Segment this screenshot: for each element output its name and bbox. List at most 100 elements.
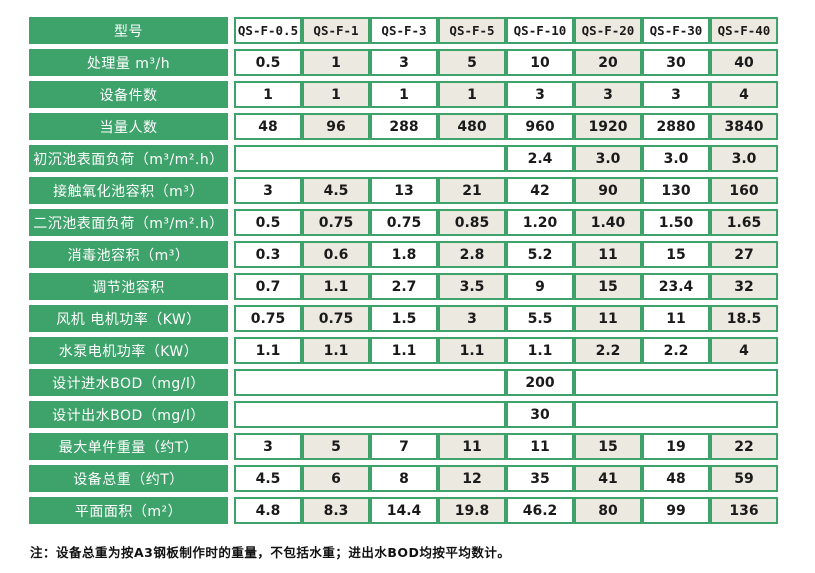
value-cell: 3.5	[438, 273, 506, 300]
table-row: 设计进水BOD（mg/l） 200	[29, 369, 778, 396]
value-cell: 3	[642, 81, 710, 108]
value-cell: 20	[574, 49, 642, 76]
model-header-cell: QS-F-20	[574, 17, 642, 44]
value-cell: 2.8	[438, 241, 506, 268]
value-cell: 19.8	[438, 497, 506, 524]
value-cell: 3	[506, 81, 574, 108]
value-cell: 27	[710, 241, 778, 268]
value-cell: 90	[574, 177, 642, 204]
table-row: 消毒池容积（m³） 0.3 0.6 1.8 2.8 5.2 11 15 27	[29, 241, 778, 268]
value-cell: 480	[438, 113, 506, 140]
value-cell: 130	[642, 177, 710, 204]
value-cell: 1.8	[370, 241, 438, 268]
value-cell: 59	[710, 465, 778, 492]
table-row: 二沉池表面负荷（m³/m².h） 0.5 0.75 0.75 0.85 1.20 1.40 1…	[29, 209, 778, 236]
value-cell: 8	[370, 465, 438, 492]
table-row: 接触氧化池容积（m³） 3 4.5 13 21 42 90 130 160	[29, 177, 778, 204]
value-cell: 288	[370, 113, 438, 140]
row-label-cell: 接触氧化池容积（m³）	[29, 177, 234, 204]
empty-cell	[234, 401, 506, 428]
value-cell: 22	[710, 433, 778, 460]
row-label-cell: 设备件数	[29, 81, 234, 108]
value-cell: 0.75	[302, 209, 370, 236]
model-header-cell: QS-F-10	[506, 17, 574, 44]
value-cell: 15	[642, 241, 710, 268]
value-cell: 5.2	[506, 241, 574, 268]
value-cell: 4	[710, 337, 778, 364]
value-cell: 3	[234, 177, 302, 204]
value-cell: 32	[710, 273, 778, 300]
value-cell: 0.85	[438, 209, 506, 236]
value-cell: 3	[438, 305, 506, 332]
value-cell: 3.0	[710, 145, 778, 172]
value-cell: 18.5	[710, 305, 778, 332]
model-header-cell: QS-F-0.5	[234, 17, 302, 44]
value-cell: 1.40	[574, 209, 642, 236]
row-label-cell: 风机 电机功率（KW）	[29, 305, 234, 332]
value-cell: 4.5	[234, 465, 302, 492]
value-cell: 1.50	[642, 209, 710, 236]
value-cell: 1.1	[506, 337, 574, 364]
value-cell: 12	[438, 465, 506, 492]
value-cell: 1.1	[370, 337, 438, 364]
value-cell: 11	[574, 241, 642, 268]
value-cell: 1	[370, 81, 438, 108]
value-cell: 0.5	[234, 49, 302, 76]
value-cell: 1.1	[302, 337, 370, 364]
value-cell: 0.7	[234, 273, 302, 300]
value-cell: 11	[574, 305, 642, 332]
value-cell: 2880	[642, 113, 710, 140]
value-cell: 4.8	[234, 497, 302, 524]
value-cell: 3.0	[574, 145, 642, 172]
value-cell: 1.1	[302, 273, 370, 300]
value-cell: 0.3	[234, 241, 302, 268]
value-cell: 23.4	[642, 273, 710, 300]
value-cell: 136	[710, 497, 778, 524]
row-label-cell: 调节池容积	[29, 273, 234, 300]
model-header-cell: QS-F-1	[302, 17, 370, 44]
value-cell: 41	[574, 465, 642, 492]
value-cell: 42	[506, 177, 574, 204]
value-cell: 30	[642, 49, 710, 76]
table-row: 调节池容积 0.7 1.1 2.7 3.5 9 15 23.4 32	[29, 273, 778, 300]
table-row: 最大单件重量（约T） 3 5 7 11 11 15 19 22	[29, 433, 778, 460]
value-cell: 48	[234, 113, 302, 140]
spec-table: 型号 QS-F-0.5 QS-F-1 QS-F-3 QS-F-5 QS-F-10 QS-F-…	[29, 12, 778, 529]
table-row: 设备总重（约T） 4.5 6 8 12 35 41 48 59	[29, 465, 778, 492]
value-cell: 3	[574, 81, 642, 108]
value-cell: 1	[302, 81, 370, 108]
row-label-cell: 二沉池表面负荷（m³/m².h）	[29, 209, 234, 236]
value-cell: 11	[506, 433, 574, 460]
model-header-cell: QS-F-40	[710, 17, 778, 44]
value-cell: 2.7	[370, 273, 438, 300]
value-cell: 1	[234, 81, 302, 108]
table-row: 设备件数 1 1 1 1 3 3 3 4	[29, 81, 778, 108]
row-label-cell: 设计出水BOD（mg/l）	[29, 401, 234, 428]
row-label-cell: 消毒池容积（m³）	[29, 241, 234, 268]
header-row: 型号 QS-F-0.5 QS-F-1 QS-F-3 QS-F-5 QS-F-10 QS-F-…	[29, 17, 778, 44]
value-cell: 11	[438, 433, 506, 460]
value-cell: 4.5	[302, 177, 370, 204]
table-row: 水泵电机功率（KW） 1.1 1.1 1.1 1.1 1.1 2.2 2.2 4	[29, 337, 778, 364]
value-cell: 3	[370, 49, 438, 76]
value-cell: 2.2	[574, 337, 642, 364]
value-cell: 1	[302, 49, 370, 76]
value-cell: 3.0	[642, 145, 710, 172]
footnote: 注：设备总重为按A3钢板制作时的重量，不包括水重；进出水BOD均按平均数计。	[30, 545, 511, 560]
value-cell: 3840	[710, 113, 778, 140]
value-cell: 30	[506, 401, 574, 428]
value-cell: 8.3	[302, 497, 370, 524]
empty-cell	[574, 401, 778, 428]
value-cell: 5.5	[506, 305, 574, 332]
table-row: 平面面积（m²） 4.8 8.3 14.4 19.8 46.2 80 99 136	[29, 497, 778, 524]
value-cell: 9	[506, 273, 574, 300]
value-cell: 0.75	[302, 305, 370, 332]
row-label-cell: 最大单件重量（约T）	[29, 433, 234, 460]
empty-cell	[574, 369, 778, 396]
value-cell: 0.5	[234, 209, 302, 236]
value-cell: 96	[302, 113, 370, 140]
value-cell: 0.75	[370, 209, 438, 236]
value-cell: 46.2	[506, 497, 574, 524]
row-label-cell: 处理量 m³/h	[29, 49, 234, 76]
